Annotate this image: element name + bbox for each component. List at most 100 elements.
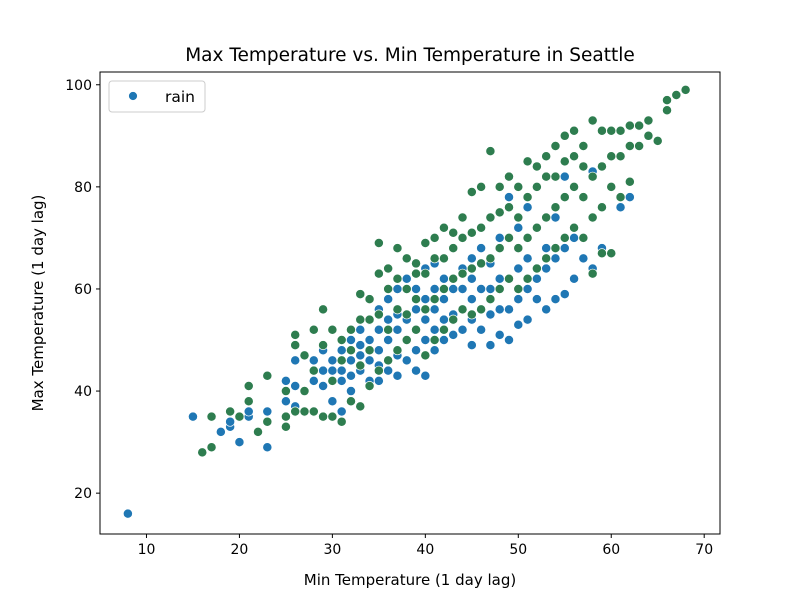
data-point bbox=[457, 324, 468, 335]
y-tick-label: 100 bbox=[65, 78, 92, 94]
data-point bbox=[429, 304, 440, 315]
data-point bbox=[466, 253, 477, 264]
data-point bbox=[522, 314, 533, 325]
data-point bbox=[531, 181, 542, 192]
data-point bbox=[606, 125, 617, 136]
data-point bbox=[411, 304, 421, 315]
data-point bbox=[318, 381, 329, 391]
data-point bbox=[383, 335, 394, 345]
x-tick-label: 40 bbox=[416, 542, 434, 558]
data-point bbox=[438, 222, 449, 233]
data-point bbox=[411, 345, 421, 356]
data-point bbox=[373, 345, 384, 356]
data-point bbox=[448, 243, 459, 254]
ticks-layer: 10 20 30 40 50 60 70 20 40 60 80 100 bbox=[65, 78, 713, 558]
y-tick-label: 20 bbox=[74, 486, 92, 502]
data-point bbox=[420, 304, 431, 315]
data-point bbox=[308, 375, 319, 386]
y-tick-label: 40 bbox=[74, 384, 92, 400]
series-rain bbox=[122, 166, 635, 519]
data-point bbox=[662, 105, 672, 116]
data-point bbox=[373, 238, 384, 248]
plot-frame bbox=[99, 71, 721, 535]
data-point bbox=[541, 171, 552, 182]
data-point bbox=[448, 227, 459, 238]
data-point bbox=[243, 406, 254, 417]
data-point bbox=[438, 294, 449, 305]
data-point bbox=[438, 335, 449, 345]
data-point bbox=[262, 442, 273, 453]
data-point bbox=[476, 181, 487, 192]
data-point bbox=[299, 406, 310, 417]
data-point bbox=[225, 406, 236, 417]
data-point bbox=[327, 355, 338, 366]
data-point bbox=[513, 319, 524, 330]
data-point bbox=[373, 365, 384, 376]
data-point bbox=[587, 212, 598, 223]
data-point bbox=[541, 263, 552, 274]
x-tick-label: 30 bbox=[323, 542, 341, 558]
data-point bbox=[336, 375, 347, 386]
data-point bbox=[596, 125, 607, 136]
data-point bbox=[318, 411, 329, 422]
data-point bbox=[522, 156, 533, 167]
data-point bbox=[411, 284, 421, 294]
data-point bbox=[392, 304, 403, 315]
data-point bbox=[280, 421, 291, 432]
data-point bbox=[401, 355, 412, 366]
data-point bbox=[522, 273, 533, 284]
data-point bbox=[308, 406, 319, 417]
x-tick-label: 70 bbox=[695, 542, 713, 558]
data-point bbox=[559, 171, 570, 182]
data-point bbox=[634, 141, 645, 151]
series-no-rain bbox=[197, 84, 691, 458]
data-point bbox=[559, 289, 570, 300]
data-point bbox=[383, 263, 394, 274]
data-point bbox=[457, 232, 468, 243]
data-point bbox=[578, 161, 589, 172]
data-point bbox=[327, 365, 338, 376]
data-point bbox=[373, 309, 384, 320]
data-point bbox=[522, 284, 533, 294]
data-point bbox=[411, 268, 421, 279]
data-point bbox=[336, 406, 347, 417]
legend-label-rain: rain bbox=[165, 88, 195, 106]
data-point bbox=[615, 151, 626, 162]
data-point bbox=[318, 365, 329, 376]
data-point bbox=[364, 335, 375, 345]
data-point bbox=[587, 115, 598, 126]
data-point bbox=[429, 345, 440, 356]
data-point bbox=[541, 304, 552, 315]
data-point bbox=[392, 284, 403, 294]
data-point bbox=[466, 263, 477, 274]
data-point bbox=[559, 156, 570, 167]
data-point bbox=[624, 141, 635, 151]
data-point bbox=[429, 253, 440, 264]
data-point bbox=[355, 401, 366, 412]
data-point bbox=[624, 192, 635, 203]
data-point bbox=[308, 365, 319, 376]
data-point bbox=[662, 95, 672, 106]
x-tick-label: 50 bbox=[509, 542, 527, 558]
data-point bbox=[624, 120, 635, 131]
data-point bbox=[504, 335, 514, 345]
data-point bbox=[513, 243, 524, 254]
data-point bbox=[559, 192, 570, 203]
data-point bbox=[606, 248, 617, 259]
data-point bbox=[392, 345, 403, 356]
data-point bbox=[438, 324, 449, 335]
y-tick-label: 60 bbox=[74, 282, 92, 298]
data-point bbox=[346, 345, 356, 356]
data-point bbox=[373, 268, 384, 279]
data-point bbox=[476, 222, 487, 233]
data-point bbox=[364, 345, 375, 356]
data-point bbox=[346, 324, 356, 335]
data-point bbox=[411, 294, 421, 305]
data-point bbox=[522, 192, 533, 203]
data-point bbox=[559, 130, 570, 141]
data-point bbox=[336, 335, 347, 345]
data-point bbox=[531, 294, 542, 305]
data-point bbox=[504, 171, 514, 182]
data-point bbox=[262, 370, 273, 381]
data-point bbox=[346, 386, 356, 397]
